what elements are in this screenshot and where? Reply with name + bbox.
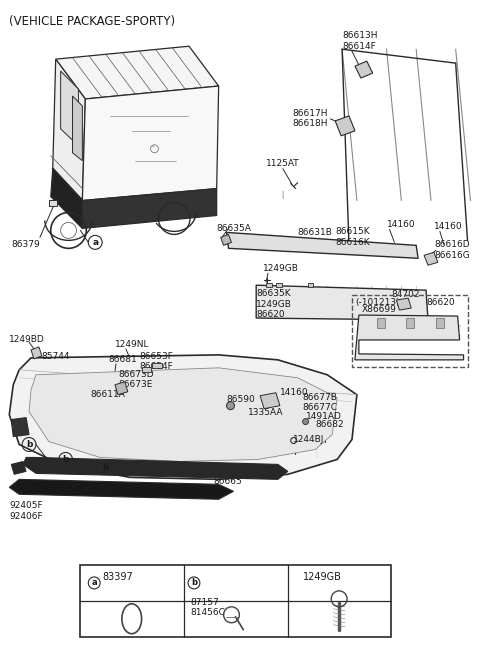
Text: X86699: X86699 [362, 305, 396, 314]
Bar [276, 283, 282, 287]
Text: 86653F
86654F: 86653F 86654F [140, 352, 174, 371]
Circle shape [227, 402, 234, 409]
Polygon shape [72, 96, 83, 161]
Polygon shape [221, 234, 231, 245]
Text: 86611F: 86611F [233, 464, 267, 473]
Polygon shape [83, 188, 216, 228]
Text: 14160: 14160 [386, 220, 415, 230]
Text: 86617H
86618H: 86617H 86618H [293, 109, 328, 128]
Text: 1244BJ: 1244BJ [293, 434, 324, 443]
Circle shape [302, 419, 309, 424]
Bar [142, 367, 152, 372]
Text: 86590: 86590 [227, 395, 255, 404]
Text: (VEHICLE PACKAGE-SPORTY): (VEHICLE PACKAGE-SPORTY) [9, 15, 175, 28]
Text: 86620: 86620 [426, 298, 455, 307]
Text: (-101213): (-101213) [355, 298, 399, 307]
Text: 86677B
86677C: 86677B 86677C [302, 392, 337, 412]
Text: 86665: 86665 [214, 477, 242, 487]
Text: 1249BD: 1249BD [9, 335, 45, 344]
Text: b: b [102, 463, 108, 472]
Polygon shape [396, 298, 411, 310]
Polygon shape [29, 368, 337, 462]
Text: a: a [91, 578, 97, 587]
Polygon shape [355, 61, 372, 78]
Text: 14160: 14160 [280, 388, 309, 397]
Bar [406, 318, 414, 328]
Text: 1249GB: 1249GB [302, 572, 341, 582]
Text: b: b [26, 440, 32, 449]
Text: 1125AT: 1125AT [266, 159, 300, 167]
Text: 86631B: 86631B [298, 228, 333, 237]
Text: b: b [191, 578, 197, 587]
Polygon shape [60, 71, 78, 146]
Text: a: a [92, 238, 98, 247]
Text: │: │ [280, 190, 284, 199]
Bar [266, 283, 272, 287]
Text: 1335AA: 1335AA [248, 407, 284, 417]
Text: 1249GB: 1249GB [263, 264, 299, 273]
Text: 86613H
86614F: 86613H 86614F [342, 31, 378, 50]
Polygon shape [256, 285, 428, 320]
Text: 86681: 86681 [108, 355, 137, 364]
Text: 84702: 84702 [392, 290, 420, 299]
Text: 92405F
92406F: 92405F 92406F [9, 501, 43, 521]
Bar [352, 295, 468, 367]
Polygon shape [53, 59, 85, 201]
Bar [377, 318, 384, 328]
Polygon shape [11, 462, 26, 474]
Polygon shape [31, 347, 42, 359]
Text: 14160: 14160 [434, 222, 463, 232]
Bar [308, 283, 313, 287]
Text: 1249NL: 1249NL [115, 340, 149, 349]
Text: 87157
81456C: 87157 81456C [190, 598, 225, 617]
Polygon shape [115, 382, 128, 395]
Text: 86635A: 86635A [216, 224, 252, 233]
Text: 86673D
86673E: 86673D 86673E [118, 370, 154, 389]
Text: 86635K
1249GB
86620: 86635K 1249GB 86620 [256, 289, 292, 319]
Polygon shape [9, 479, 233, 499]
Bar [153, 363, 162, 368]
Bar [436, 318, 444, 328]
Bar [80, 565, 392, 637]
Polygon shape [51, 169, 83, 228]
Polygon shape [335, 116, 355, 136]
Polygon shape [227, 232, 418, 258]
Polygon shape [83, 86, 219, 201]
Polygon shape [11, 418, 29, 436]
Polygon shape [260, 392, 280, 409]
Text: b: b [62, 455, 69, 464]
Polygon shape [23, 457, 288, 479]
Text: 86611A: 86611A [90, 390, 125, 399]
Text: 86682: 86682 [315, 420, 344, 428]
Polygon shape [424, 252, 438, 266]
Polygon shape [9, 355, 357, 479]
Bar [49, 199, 57, 205]
Text: 86615K
86616K: 86615K 86616K [335, 228, 370, 247]
Polygon shape [56, 46, 219, 99]
Text: 86616D
86616G: 86616D 86616G [434, 241, 470, 260]
Text: 1491AD: 1491AD [306, 411, 341, 421]
Polygon shape [355, 315, 464, 360]
Text: 86379: 86379 [11, 241, 40, 249]
Text: 85744: 85744 [41, 352, 70, 361]
Text: 83397: 83397 [102, 572, 133, 582]
